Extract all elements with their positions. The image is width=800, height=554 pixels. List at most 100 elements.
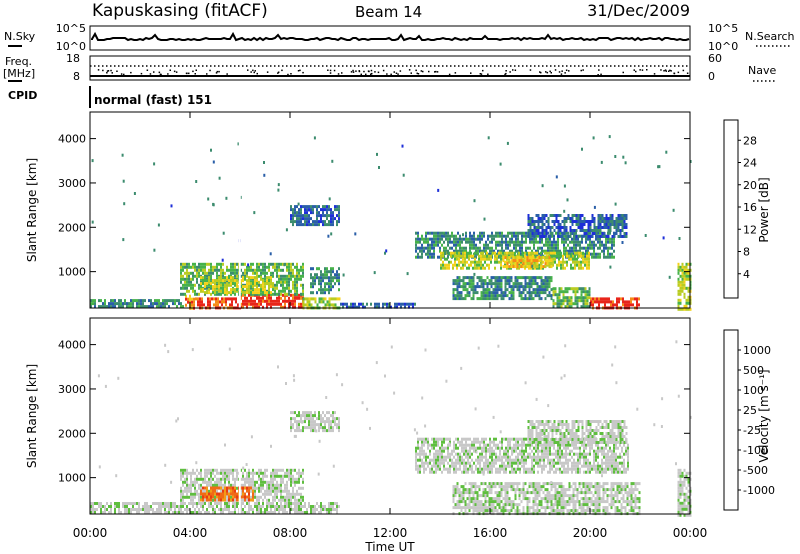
power-heatmap [90, 112, 692, 311]
scatter-dot [621, 241, 624, 244]
y-tick-label: 2000 [58, 427, 86, 440]
scatter-dot [593, 205, 596, 209]
scatter-dot [153, 162, 156, 166]
nsky-tick-bottom-right: 10^0 [708, 40, 738, 53]
scatter-dot [269, 252, 272, 256]
scatter-dot [475, 450, 478, 454]
scatter-band [290, 205, 340, 227]
scatter-band [310, 267, 340, 295]
scatter-dot [330, 269, 332, 273]
scatter-dot [330, 232, 333, 236]
scatter-band [452, 482, 641, 516]
scatter-dot [335, 373, 338, 377]
nsky-panel: N.Sky 10^5 10^0 10^5 10^0 N.Search [4, 22, 795, 53]
scatter-dot [283, 263, 286, 267]
y-tick-label: 3000 [58, 177, 86, 190]
x-axis-label: Time UT [364, 540, 415, 554]
scatter-dot [541, 433, 544, 437]
scatter-dot [318, 439, 321, 443]
scatter-dot [581, 147, 583, 151]
scatter-band [415, 437, 629, 474]
scatter-dot [520, 460, 523, 464]
freq-tick-bottom: 8 [73, 70, 80, 83]
scatter-dot [445, 379, 448, 383]
scatter-dot [401, 144, 404, 148]
scatter-dot [531, 264, 534, 268]
scatter-dot [644, 234, 647, 237]
scatter-dot [437, 188, 440, 192]
date-title: 31/Dec/2009 [587, 1, 690, 20]
scatter-dot [218, 176, 221, 180]
scatter-dot [325, 396, 328, 399]
scatter-dot [170, 480, 173, 484]
scatter-dot [535, 397, 538, 401]
scatter-dot [657, 165, 660, 169]
scatter-dot [170, 204, 173, 208]
scatter-dot [91, 220, 94, 224]
scatter-dot [615, 381, 618, 385]
cpid-value: normal (fast) 151 [94, 93, 212, 107]
scatter-dot [245, 476, 248, 480]
scatter-dot [609, 265, 612, 269]
scatter-dot [592, 136, 595, 140]
scatter-dot [424, 424, 427, 428]
y-tick-label: 4000 [58, 339, 86, 352]
scatter-dot [167, 350, 170, 354]
scatter-dot [499, 430, 502, 434]
scatter-dot [492, 415, 495, 419]
scatter-dot [564, 344, 567, 348]
scatter-dot [332, 464, 335, 468]
scatter-dot [550, 481, 553, 484]
nsky-tick-bottom: 10^0 [56, 40, 86, 53]
scatter-dot [270, 444, 272, 448]
scatter-dot [622, 155, 625, 159]
scatter-band [552, 287, 591, 309]
scatter-dot [376, 152, 378, 156]
scatter-dot [614, 202, 617, 206]
scatter-band [590, 297, 640, 310]
scatter-dot [133, 192, 136, 195]
scatter-dot [195, 461, 198, 465]
scatter-dot [473, 272, 476, 276]
scatter-band [527, 214, 628, 238]
velocity-colorbar-label: Velocity [m s⁻¹] [757, 369, 771, 462]
colorbar-tick-label: -25 [743, 424, 761, 437]
scatter-dot [446, 251, 449, 254]
scatter-dot [207, 197, 210, 201]
scatter-dot [460, 366, 463, 370]
scatter-dot [473, 199, 476, 203]
scatter-dot [237, 142, 240, 146]
y-tick-label: 2000 [58, 221, 86, 234]
scatter-dot [115, 474, 118, 478]
scatter-dot [263, 173, 266, 177]
scatter-dot [661, 397, 664, 401]
scatter-dot [689, 160, 692, 163]
scatter-dot [221, 258, 224, 262]
scatter-dot [443, 232, 446, 236]
scatter-dot [477, 346, 480, 350]
scatter-dot [301, 420, 304, 424]
scatter-dot [225, 196, 228, 200]
y-tick-label: 4000 [58, 133, 86, 146]
scatter-band [527, 420, 628, 444]
power-colorbar-label: Power [dB] [757, 177, 771, 242]
x-tick-label: 00:00 [673, 526, 708, 540]
colorbar-tick-label: -1000 [743, 484, 775, 497]
scatter-dot [614, 155, 617, 158]
scatter-dot [390, 345, 393, 349]
colorbar-tick-label: 8 [743, 246, 750, 259]
scatter-dot [285, 382, 287, 385]
scatter-band [677, 468, 692, 517]
x-tick-label: 16:00 [473, 526, 508, 540]
x-tick-label: 20:00 [573, 526, 608, 540]
scatter-dot [366, 407, 369, 411]
freq-tick-top: 18 [66, 52, 80, 65]
scatter-dot [369, 426, 371, 430]
scatter-dot [297, 202, 300, 206]
scatter-dot [97, 374, 100, 378]
scatter-dot [506, 141, 509, 145]
scatter-dot [204, 480, 207, 484]
scatter-dot [624, 161, 627, 165]
power-ylabel: Slant Range [km] [25, 158, 39, 262]
scatter-dot [498, 456, 501, 460]
